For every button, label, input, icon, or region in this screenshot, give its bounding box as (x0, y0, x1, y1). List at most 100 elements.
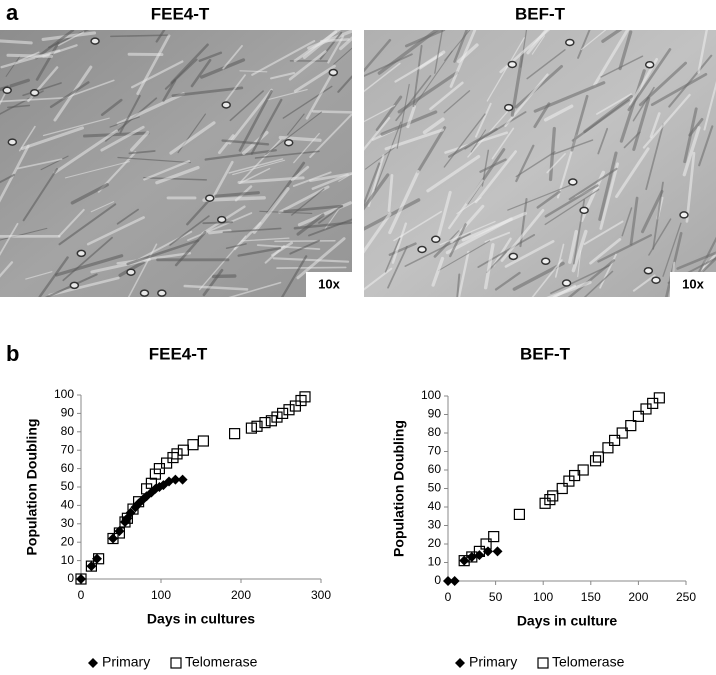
cell (100, 98, 123, 117)
point (547, 490, 559, 502)
cell (204, 149, 277, 161)
cell (477, 234, 536, 269)
cell (296, 213, 325, 236)
y-tick-label: 20 (61, 534, 75, 548)
cell (632, 86, 655, 122)
x-tick-label: 0 (78, 588, 85, 602)
cell (577, 250, 582, 278)
cell (55, 254, 124, 277)
x-tick-label: 250 (676, 590, 696, 604)
y-axis-label: Population Doubling (391, 420, 407, 557)
cell (568, 167, 618, 201)
cell (20, 126, 84, 150)
y-tick-label: 30 (428, 518, 442, 532)
cell (143, 160, 191, 181)
cell (364, 173, 390, 211)
point (170, 474, 181, 485)
cell-body (328, 68, 339, 77)
cell (308, 172, 352, 183)
cell (364, 212, 392, 254)
magnification: 10x (682, 276, 704, 291)
cell (406, 105, 416, 129)
cell (48, 276, 120, 297)
cell (443, 90, 471, 114)
cell (42, 117, 110, 137)
x-tick-label: 200 (628, 590, 648, 604)
cell (170, 43, 209, 84)
cell (0, 222, 19, 256)
cell (100, 125, 145, 152)
cell (237, 247, 282, 257)
cell-body (69, 281, 80, 290)
x-tick-label: 0 (445, 590, 452, 604)
cell (116, 92, 185, 126)
cell (70, 183, 109, 205)
cell (375, 95, 403, 132)
point (592, 451, 605, 463)
point (171, 448, 183, 460)
cell (57, 31, 85, 47)
point (473, 545, 486, 558)
cell (580, 30, 607, 51)
cell (0, 144, 30, 203)
point (616, 427, 628, 439)
y-tick-label: 80 (428, 425, 442, 439)
point (127, 503, 139, 515)
cell (568, 229, 579, 264)
cell (240, 138, 282, 183)
y-tick-label: 10 (61, 553, 75, 567)
cell (364, 116, 391, 151)
cell (136, 34, 171, 96)
cell (546, 280, 592, 297)
cell (17, 158, 63, 170)
cell (593, 30, 630, 87)
legend-label: Telomerase (552, 654, 625, 670)
magnification-box (670, 272, 716, 297)
point (251, 420, 263, 432)
cell (308, 218, 352, 237)
cell (416, 126, 447, 174)
x-axis-label: Days in cultures (147, 611, 255, 627)
cell (439, 220, 496, 246)
cell (589, 238, 622, 265)
cell (437, 190, 452, 237)
point (113, 527, 126, 539)
cell (198, 51, 223, 63)
cell (510, 52, 525, 117)
cell (293, 132, 320, 164)
legend-label: Primary (469, 654, 517, 670)
image-title: FEE4-T (151, 4, 210, 23)
cell (682, 126, 701, 177)
cell (627, 48, 672, 112)
cell (0, 261, 14, 278)
point (133, 496, 145, 508)
chart-title: FEE4-T (149, 344, 208, 363)
x-tick-label: 50 (489, 590, 503, 604)
cell (571, 229, 588, 273)
magnification-box (306, 272, 352, 297)
cell (697, 30, 708, 74)
cell (444, 30, 471, 61)
point (177, 444, 189, 456)
cell (387, 173, 394, 212)
cell (448, 179, 484, 230)
legend-marker (88, 658, 98, 668)
cell (384, 237, 401, 273)
cell (229, 90, 264, 122)
cell (187, 212, 253, 242)
y-tick-label: 0 (434, 573, 441, 587)
cell (287, 113, 305, 136)
cell (422, 117, 445, 135)
cell (271, 241, 293, 257)
cell (296, 237, 346, 280)
cell (274, 240, 336, 243)
cell (5, 55, 21, 77)
cell (570, 94, 589, 152)
cell (504, 73, 549, 127)
cell (7, 104, 31, 109)
cell (583, 270, 614, 297)
cell (228, 158, 284, 174)
point (271, 411, 283, 423)
point (577, 464, 589, 476)
